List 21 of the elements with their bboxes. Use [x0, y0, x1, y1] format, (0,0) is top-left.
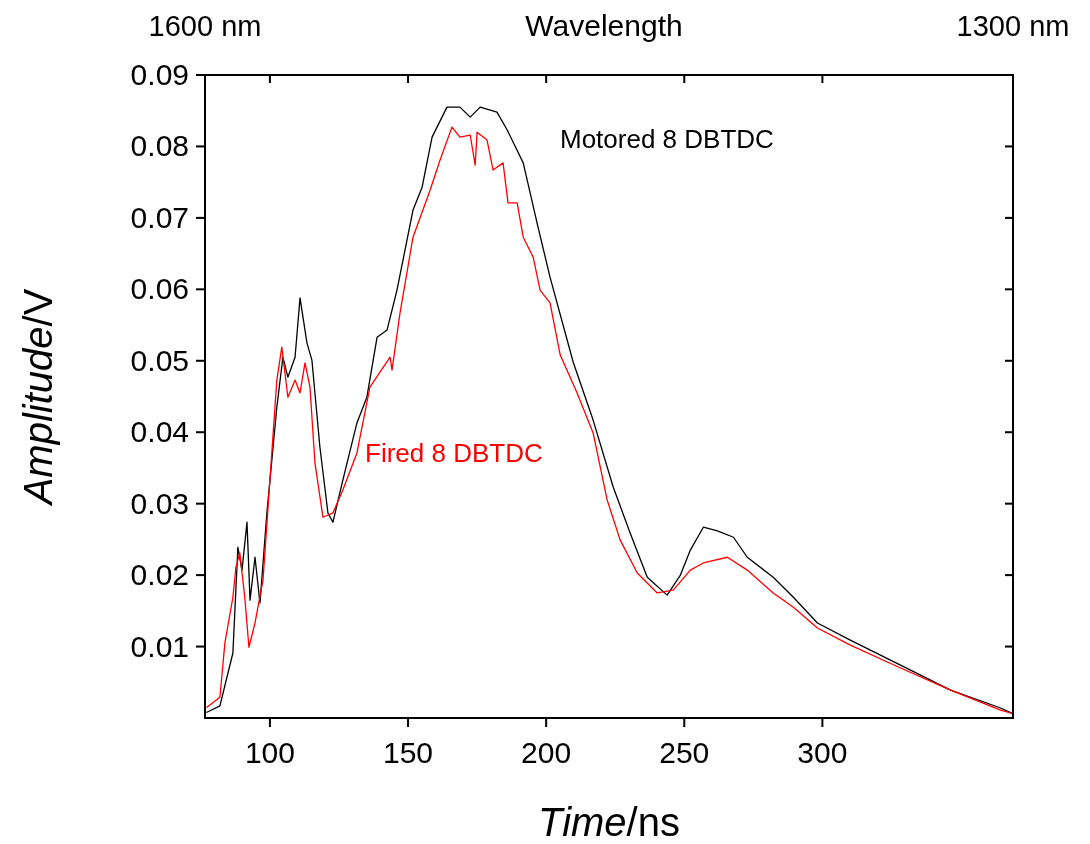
x-axis-title: Time/ns	[538, 800, 680, 844]
x2-axis-title: Wavelength	[525, 9, 683, 42]
x-tick-label: 300	[797, 736, 848, 769]
x-tick-label: 200	[521, 736, 572, 769]
x-tick-label: 250	[659, 736, 710, 769]
x2-tick-label: 1600 nm	[148, 10, 262, 42]
y-axis-title: Amplitude/V	[16, 288, 60, 507]
series-label: Motored 8 DBTDC	[560, 124, 774, 154]
x-tick-label: 150	[383, 736, 434, 769]
y-tick-label: 0.03	[130, 486, 189, 520]
series-label: Fired 8 DBTDC	[365, 438, 543, 468]
x-tick-label: 100	[244, 736, 295, 769]
y-tick-label: 0.05	[130, 343, 189, 377]
y-tick-label: 0.04	[130, 415, 189, 449]
y-tick-label: 0.06	[130, 272, 189, 306]
x2-tick-label: 1300 nm	[956, 10, 1070, 42]
y-tick-label: 0.07	[130, 200, 189, 234]
y-tick-label: 0.08	[130, 129, 189, 163]
y-tick-label: 0.02	[130, 558, 189, 592]
y-tick-label: 0.01	[130, 629, 189, 663]
y-tick-label: 0.09	[130, 58, 189, 91]
